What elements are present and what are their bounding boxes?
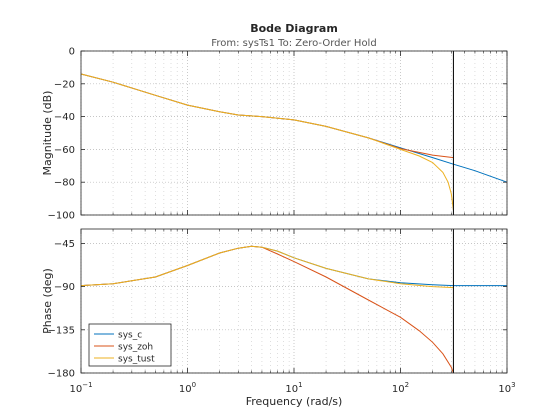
magnitude-axis-label: Magnitude (dB): [41, 91, 54, 176]
y-tick-label: −135: [48, 325, 75, 336]
chart-title: Bode Diagram: [250, 22, 338, 35]
magnitude-panel: 0 −20 −40 −60 −80 −100: [48, 47, 508, 222]
chart-subtitle: From: sysTs1 To: Zero-Order Hold: [211, 38, 376, 49]
y-tick-label: −60: [54, 145, 75, 156]
legend-label: sys_c: [118, 331, 142, 341]
legend-label: sys_tust: [118, 355, 155, 365]
x-tick-label: 10−1: [69, 381, 92, 395]
x-tick-label: 101: [285, 381, 302, 395]
phase-series-sys_tust: [80, 245, 454, 289]
phase-axis-label: Phase (deg): [41, 268, 54, 334]
y-tick-label: −100: [48, 211, 75, 222]
legend-box: [88, 323, 172, 367]
magnitude-series-sys_tust: [80, 73, 454, 211]
y-tick-label: −45: [54, 239, 75, 250]
legend: sys_c sys_zoh sys_tust: [88, 323, 172, 367]
x-tick-label: 100: [179, 381, 196, 395]
y-tick-label: −40: [54, 112, 75, 123]
y-tick-label: −180: [48, 369, 75, 380]
x-tick-label: 102: [392, 381, 409, 395]
y-tick-label: −90: [54, 282, 75, 293]
legend-label: sys_zoh: [118, 343, 153, 353]
y-tick-label: −20: [54, 79, 75, 90]
x-axis-label: Frequency (rad/s): [246, 395, 343, 408]
x-tick-label: 103: [498, 381, 515, 395]
y-tick-label: 0: [69, 47, 75, 58]
y-tick-label: −80: [54, 178, 75, 189]
